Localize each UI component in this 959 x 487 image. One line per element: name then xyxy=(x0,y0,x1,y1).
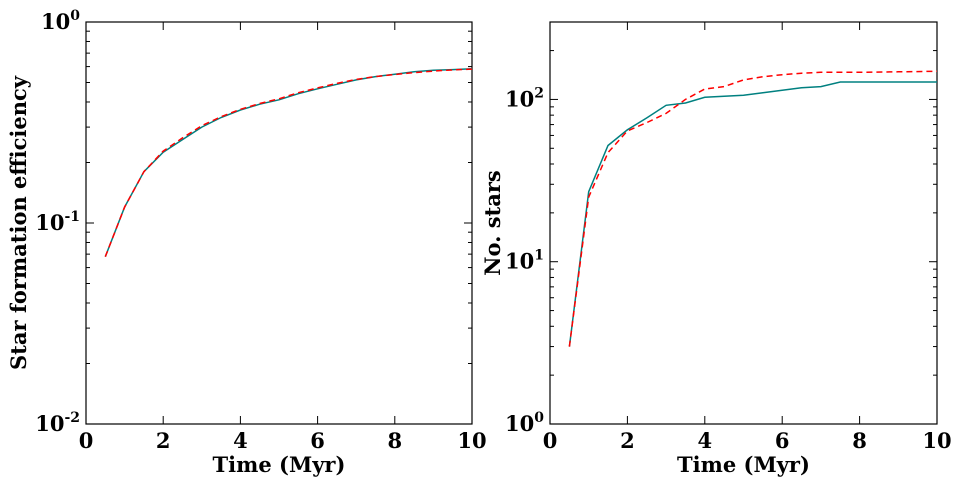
x-tick-label: 0 xyxy=(543,428,558,453)
y-tick-label: 100 xyxy=(505,410,544,436)
x-axis-label: Time (Myr) xyxy=(677,452,810,477)
x-tick-label: 10 xyxy=(457,428,486,453)
x-tick-label: 8 xyxy=(387,428,402,453)
x-tick-label: 4 xyxy=(233,428,248,453)
series-line-dashed xyxy=(568,70,938,347)
series-line-solid xyxy=(104,68,473,257)
y-tick-label: 10-1 xyxy=(35,209,80,235)
y-axis-label: No. stars xyxy=(480,170,505,275)
y-tick-label: 10-2 xyxy=(35,410,80,436)
y-axis-label: Star formation efficiency xyxy=(6,75,31,370)
panel-right: 0 2 4 6 8 10 100 101 102 Time (Myr) No. stars xyxy=(480,21,952,477)
x-tick-label: 8 xyxy=(852,428,867,453)
y-tick-label: 101 xyxy=(505,248,544,274)
plot-frame xyxy=(85,21,473,425)
y-tick-label: 102 xyxy=(505,85,544,111)
series-line-dashed xyxy=(104,68,473,257)
x-tick-label: 2 xyxy=(620,428,635,453)
y-tick-label: 100 xyxy=(41,8,80,34)
x-tick-label: 6 xyxy=(775,428,790,453)
x-tick-label: 6 xyxy=(310,428,325,453)
plot-frame xyxy=(549,21,938,425)
series-line-solid xyxy=(568,81,937,347)
x-tick-label: 4 xyxy=(697,428,712,453)
x-tick-label: 10 xyxy=(922,428,951,453)
x-axis-label: Time (Myr) xyxy=(213,452,346,477)
panel-left: 0 2 4 6 8 10 10-2 10-1 100 Time (Myr) Star formati… xyxy=(6,8,487,477)
x-tick-label: 2 xyxy=(156,428,171,453)
x-tick-label: 0 xyxy=(79,428,94,453)
